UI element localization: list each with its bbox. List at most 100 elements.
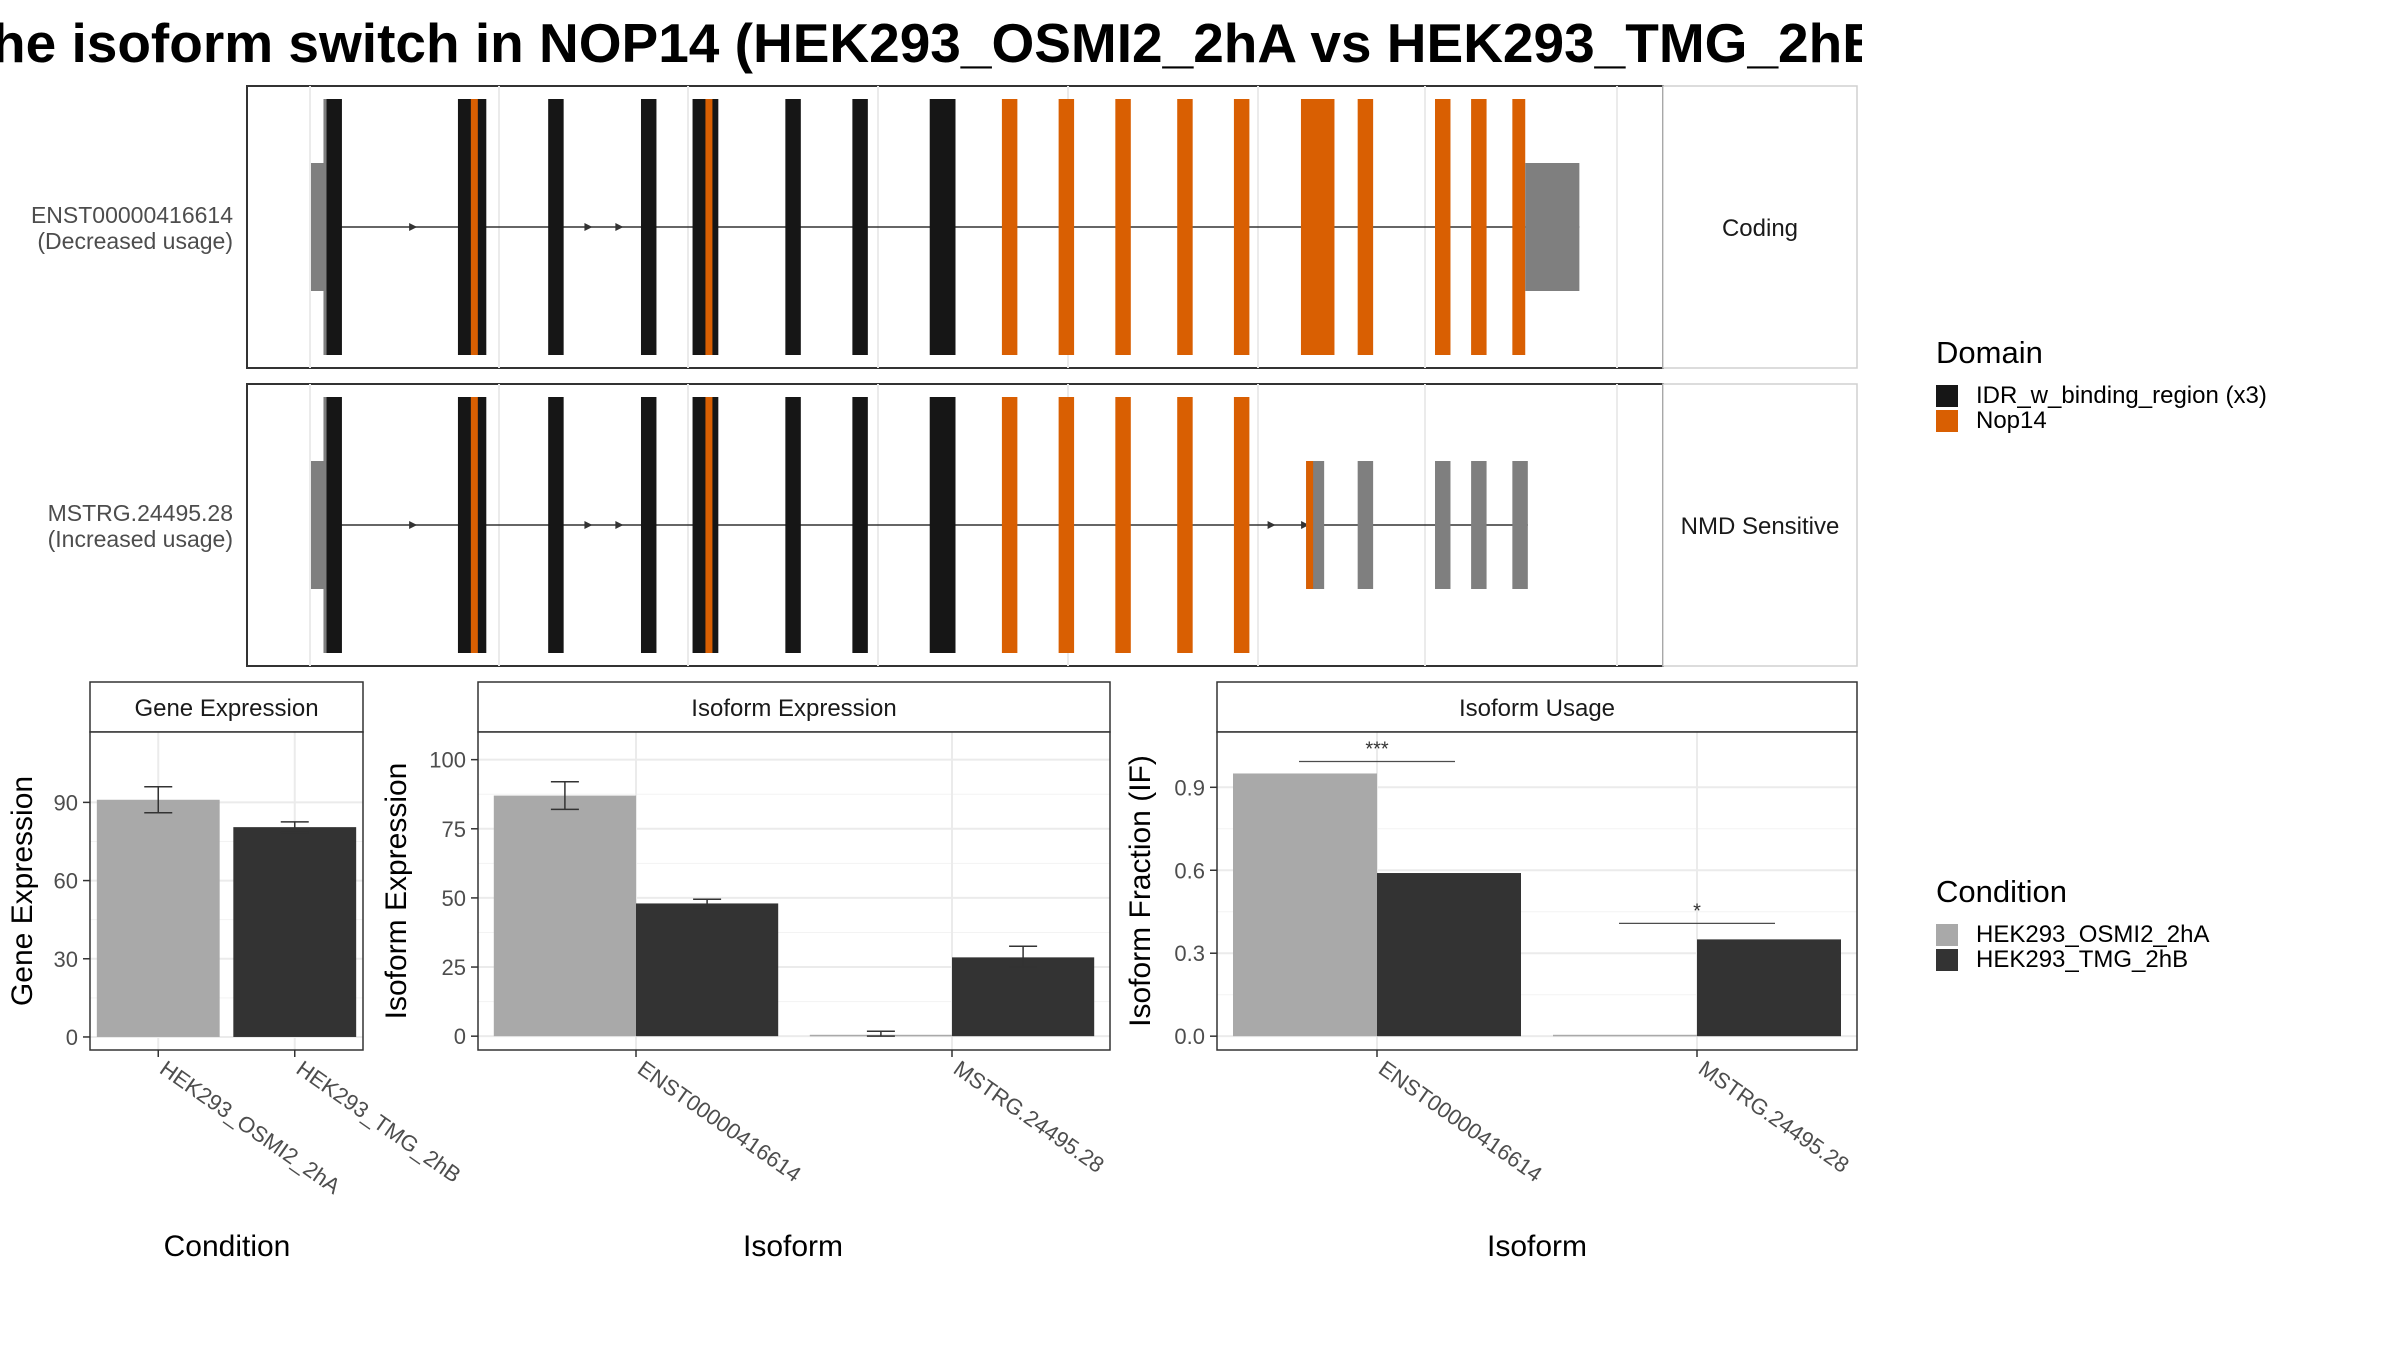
strip-panel [1662, 383, 1858, 667]
y-tick-label: 90 [54, 790, 78, 815]
exon-idr [929, 99, 956, 355]
legend-title: Condition [1936, 874, 2067, 909]
exon-idr [785, 397, 801, 653]
y-tick-label: 0.3 [1174, 941, 1205, 966]
exon-utr [1471, 461, 1487, 589]
panel-strip-title: Gene Expression [134, 695, 318, 722]
exon-utr [1512, 461, 1528, 589]
exon-idr [326, 99, 342, 355]
y-tick-label: 100 [429, 748, 466, 773]
bar [233, 827, 357, 1037]
exon-nop14 [1177, 397, 1193, 653]
exon-idr [548, 397, 564, 653]
exon-nop14 [1177, 99, 1193, 355]
panel-strip-title: Isoform Expression [691, 695, 896, 722]
exon-domain-stripe [705, 397, 713, 653]
legends: Domain IDR_w_binding_region (x3)Nop14 Cond… [1936, 335, 2267, 973]
bar [96, 799, 220, 1037]
exon-domain-stripe [1306, 461, 1314, 589]
y-tick-label: 60 [54, 869, 78, 894]
exon-idr [852, 99, 868, 355]
panel-strip [1216, 681, 1858, 733]
legend-key [1936, 924, 1958, 946]
exon-idr [326, 397, 342, 653]
exon-nop14 [1058, 99, 1075, 355]
bar [1233, 773, 1377, 1037]
bar [636, 903, 779, 1037]
bar [952, 957, 1095, 1037]
x-tick-label: MSTRG.24495.28 [1694, 1056, 1854, 1178]
bar-panel-3: Isoform Usage0.00.30.60.9****ENST0000041… [1124, 681, 1858, 1263]
exon-idr [548, 99, 564, 355]
legend-label: HEK293_OSMI2_2hA [1976, 921, 2209, 948]
bar-panel-2: Isoform Expression 0 25 50 75 100 ENST00000416… [380, 681, 1111, 1263]
exon-domain-stripe [470, 99, 478, 355]
transcript-usage-label: (Increased usage) [48, 526, 233, 552]
y-tick-label: 0.6 [1174, 858, 1205, 883]
exon-utr [1525, 163, 1580, 291]
exon-nop14 [1115, 397, 1131, 653]
plot-border [1216, 731, 1858, 1051]
y-tick-label: 0.9 [1174, 775, 1205, 800]
bar [1697, 939, 1841, 1037]
plot-border [477, 731, 1111, 1051]
bar-chart-panels: Gene Expression0306090HEK293_OSMI2_2hAHE… [6, 681, 1858, 1263]
bar [1553, 1034, 1697, 1037]
legend-label: Nop14 [1976, 407, 2047, 434]
y-tick-label: 0 [454, 1024, 466, 1049]
exon-nop14 [1233, 99, 1250, 355]
domain-legend: Domain IDR_w_binding_region (x3)Nop14 [1936, 335, 2267, 434]
panel-strip-title: Isoform Usage [1459, 695, 1615, 722]
y-tick-label: 50 [442, 886, 466, 911]
direction-arrow [584, 223, 593, 231]
bar [1377, 873, 1521, 1037]
exon-idr [640, 397, 657, 653]
exon-domain-stripe [705, 99, 713, 355]
exon-idr [852, 397, 868, 653]
transcript-panels: Coding ENST00000416614(Decreased usage) NM… [31, 85, 1858, 667]
y-tick-label: 30 [54, 947, 78, 972]
exon-idr [929, 397, 956, 653]
direction-arrow [584, 521, 593, 529]
y-axis-title: Isoform Expression [380, 763, 413, 1020]
significance-label: * [1693, 900, 1701, 922]
legend-key [1936, 410, 1958, 432]
transcript-panel-MSTRG.24495.28: NMD Sensitive MSTRG.24495.28(Increased us… [48, 383, 1858, 667]
transcript-id-label: MSTRG.24495.28 [48, 500, 233, 526]
x-tick-label: ENST00000416614 [1374, 1056, 1547, 1187]
panel-strip [477, 681, 1111, 733]
legend-label: HEK293_TMG_2hB [1976, 946, 2188, 973]
y-axis-title: Isoform Fraction (IF) [1124, 755, 1157, 1027]
exon-idr [640, 99, 657, 355]
transcript-usage-label: (Decreased usage) [37, 228, 233, 254]
exon-domain-stripe [470, 397, 478, 653]
y-tick-label: 0 [66, 1025, 78, 1050]
direction-arrow [409, 521, 418, 529]
legend-key [1936, 385, 1958, 407]
y-tick-label: 0.0 [1174, 1024, 1205, 1049]
y-axis-title: Gene Expression [6, 776, 39, 1006]
exon-nop14 [1058, 397, 1075, 653]
exon-nop14 [1001, 99, 1018, 355]
strip-panel [1662, 85, 1858, 369]
exon-nop14 [1512, 99, 1526, 355]
exon-utr [1435, 461, 1451, 589]
exon-nop14 [1001, 397, 1018, 653]
exon-utr [311, 163, 327, 291]
x-axis-title: Isoform [743, 1230, 843, 1263]
exon-nop14 [1357, 99, 1374, 355]
plot-border [89, 731, 364, 1051]
transcript-id-label: ENST00000416614 [31, 202, 233, 228]
exon-utr [311, 461, 327, 589]
direction-arrow [1301, 521, 1310, 529]
exon-nop14 [1233, 397, 1250, 653]
legend-label: IDR_w_binding_region (x3) [1976, 382, 2267, 409]
direction-arrow [409, 223, 418, 231]
exon-utr [1357, 461, 1374, 589]
legend-title: Domain [1936, 335, 2043, 370]
strip-label: NMD Sensitive [1681, 513, 1840, 540]
y-tick-label: 25 [442, 955, 466, 980]
y-tick-label: 75 [442, 817, 466, 842]
